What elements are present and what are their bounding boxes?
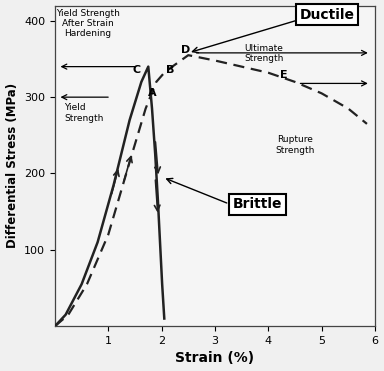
Text: Rupture
Strength: Rupture Strength <box>275 135 314 155</box>
Text: C: C <box>132 65 140 75</box>
Text: Yield Strength
After Strain
Hardening: Yield Strength After Strain Hardening <box>56 9 120 39</box>
Y-axis label: Differential Stress (MPa): Differential Stress (MPa) <box>5 83 18 249</box>
X-axis label: Strain (%): Strain (%) <box>175 351 255 365</box>
Text: Yield
Strength: Yield Strength <box>65 103 104 123</box>
Text: Ultimate
Strength: Ultimate Strength <box>244 44 284 63</box>
Text: E: E <box>280 70 288 80</box>
Text: Ductile: Ductile <box>300 8 354 22</box>
Text: D: D <box>181 45 190 55</box>
Text: Brittle: Brittle <box>233 197 282 211</box>
Text: A: A <box>148 88 156 98</box>
Text: B: B <box>166 65 174 75</box>
